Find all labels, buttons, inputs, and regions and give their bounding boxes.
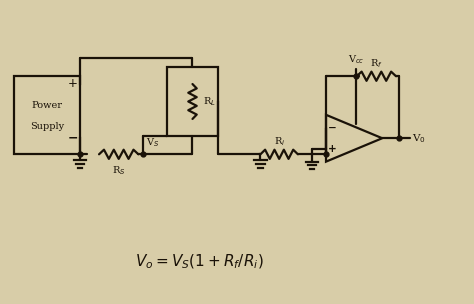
Text: V$_S$: V$_S$	[146, 136, 159, 149]
Text: +: +	[328, 144, 337, 154]
Text: Supply: Supply	[30, 123, 64, 131]
Text: R$_S$: R$_S$	[112, 164, 126, 177]
Text: R$_i$: R$_i$	[274, 135, 286, 148]
Text: $V_o = V_S\left(1 + R_f/R_i\right)$: $V_o = V_S\left(1 + R_f/R_i\right)$	[135, 253, 264, 271]
Text: Power: Power	[32, 102, 63, 110]
Text: V$_{cc}$: V$_{cc}$	[348, 53, 365, 66]
Text: V$_0$: V$_0$	[412, 132, 426, 145]
Text: −: −	[328, 123, 337, 133]
Text: R$_L$: R$_L$	[203, 95, 216, 108]
Bar	[15, 76, 80, 154]
Text: +: +	[68, 77, 78, 90]
Text: −: −	[68, 132, 78, 145]
Bar	[167, 67, 218, 136]
Text: R$_f$: R$_f$	[370, 57, 383, 70]
